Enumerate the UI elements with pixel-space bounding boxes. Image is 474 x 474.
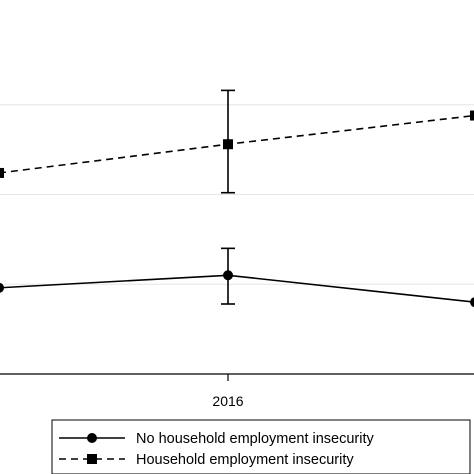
legend-label: No household employment insecurity bbox=[136, 431, 375, 447]
x-tick-label: 2016 bbox=[212, 393, 243, 409]
x-ticks: 2016 bbox=[212, 374, 244, 409]
data-point bbox=[0, 282, 4, 293]
series-2 bbox=[0, 89, 474, 194]
series-layer bbox=[0, 89, 474, 308]
data-point bbox=[470, 297, 474, 308]
series-1 bbox=[0, 247, 474, 308]
legend-item: Household employment insecurity bbox=[59, 452, 354, 468]
legend-label: Household employment insecurity bbox=[136, 452, 354, 468]
data-point bbox=[223, 270, 233, 281]
data-point bbox=[0, 167, 4, 178]
legend-marker bbox=[87, 433, 97, 443]
data-point bbox=[470, 110, 474, 121]
legend-marker bbox=[87, 454, 97, 464]
data-point bbox=[223, 139, 233, 150]
legend: No household employment insecurity Househ… bbox=[51, 419, 471, 474]
gridlines bbox=[0, 104, 474, 285]
legend-box bbox=[51, 419, 471, 474]
legend-item: No household employment insecurity bbox=[59, 431, 375, 447]
